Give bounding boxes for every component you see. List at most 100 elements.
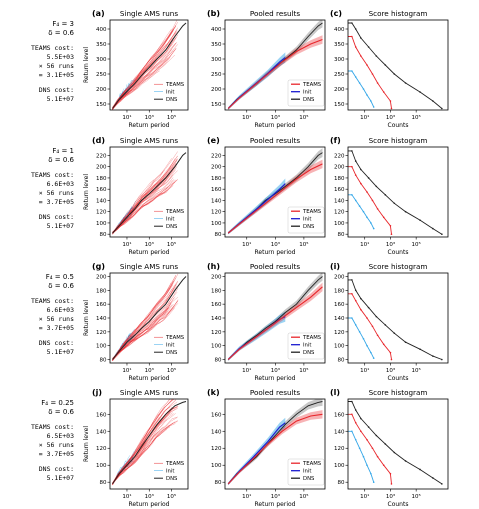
y-tick-label: 80: [338, 358, 345, 364]
init-hist-point: [370, 222, 372, 224]
init-hist-point: [354, 76, 357, 78]
init-hist-point: [372, 106, 375, 108]
y-tick-label: 180: [96, 176, 107, 182]
dns-hist-point: [360, 297, 362, 300]
x-tick-label: 10³: [386, 114, 395, 121]
y-tick-label: 350: [334, 42, 345, 48]
y-tick-label: 120: [96, 446, 107, 452]
cost-text: = 3.7E+05: [39, 324, 74, 332]
x-tick-label: 10³: [386, 241, 395, 248]
x-tick-label: 10⁵: [412, 114, 421, 121]
teams-hist-point: [351, 35, 353, 38]
dns-hist-point: [354, 28, 357, 30]
plot-area: [348, 150, 443, 235]
panel-letter: (g): [92, 262, 105, 271]
cost-text: 5.5E+03: [47, 53, 74, 61]
x-tick-label: 10³: [271, 114, 280, 121]
teams-line: [227, 38, 323, 109]
teams-hist-line: [348, 413, 392, 484]
teams-hist-point: [360, 55, 362, 57]
dns-hist-point: [367, 177, 370, 179]
cost-text: 5.1E+07: [47, 474, 74, 482]
x-tick-label: 10³: [271, 493, 280, 500]
teams-band: [228, 410, 323, 485]
teams-run-line: [112, 417, 178, 484]
x-tick-label: 10³: [271, 241, 280, 248]
legend-label: Init: [166, 343, 174, 349]
teams-hist-point: [371, 73, 374, 75]
teams-hist-point: [382, 343, 385, 346]
x-tick-label: 10¹: [360, 493, 369, 500]
plot-frame: [347, 272, 449, 364]
init-hist-point: [366, 94, 368, 96]
init-hist-point: [372, 227, 375, 230]
dns-hist-point: [351, 22, 353, 24]
panel-title: Score histogram: [369, 388, 428, 397]
dns-hist-point: [441, 107, 443, 110]
teams-run-line: [112, 27, 175, 109]
x-axis-label: Return period: [255, 501, 296, 508]
dns-hist-point: [375, 55, 378, 57]
cost-text: DNS cost:: [39, 213, 74, 221]
legend-label: TEAMS: [302, 82, 322, 88]
dns-hist-point: [351, 150, 353, 152]
teams-hist-point: [382, 91, 385, 93]
dns-line: [112, 276, 187, 360]
dns-hist-point: [393, 202, 396, 205]
cost-text: × 56 runs: [39, 62, 74, 70]
panel-letter: (h): [207, 262, 220, 271]
dns-hist-point: [419, 91, 421, 93]
legend-label: TEAMS: [302, 461, 322, 467]
legend-label: DNS: [303, 476, 315, 482]
legend-label: Init: [303, 469, 311, 475]
y-tick-label: 300: [211, 57, 222, 63]
dns-hist-line: [348, 401, 443, 485]
param-forcing: F₄ = 1: [52, 147, 74, 155]
x-axis-label: Counts: [388, 501, 409, 508]
y-tick-label: 350: [96, 42, 107, 48]
x-tick-label: 10¹: [122, 114, 131, 121]
y-tick-label: 200: [211, 165, 222, 171]
panel-letter: (b): [207, 9, 220, 18]
y-tick-label: 140: [96, 429, 107, 435]
y-tick-label: 160: [334, 187, 345, 193]
plot-area: [112, 20, 187, 110]
plot-area: [112, 399, 187, 486]
teams-run-line: [112, 170, 165, 233]
teams-run-line: [112, 179, 176, 233]
dns-band: [228, 399, 323, 485]
teams-hist-point: [376, 82, 379, 84]
teams-hist-point: [366, 438, 368, 441]
legend-label: DNS: [303, 97, 315, 103]
dns-hist-line: [348, 279, 443, 360]
dns-line: [112, 401, 187, 485]
legend-label: Init: [166, 90, 174, 96]
init-hist-point: [358, 331, 361, 333]
legend-label: Init: [303, 217, 311, 223]
init-hist-point: [354, 199, 357, 202]
cost-text: DNS cost:: [39, 86, 74, 94]
x-tick-label: 10¹: [242, 241, 251, 248]
panel-title: Pooled results: [250, 9, 300, 18]
init-hist-point: [351, 194, 353, 196]
dns-hist-point: [419, 219, 421, 221]
y-tick-label: 100: [96, 344, 107, 350]
panel-title: Single AMS runs: [120, 388, 178, 397]
dns-hist-point: [432, 355, 434, 357]
teams-hist-point: [376, 334, 379, 337]
plot-area: [112, 151, 187, 235]
teams-line: [227, 286, 323, 360]
init-hist-line: [348, 430, 375, 483]
y-tick-label: 140: [211, 429, 222, 435]
teams-hist-point: [390, 358, 393, 361]
legend-label: TEAMS: [165, 461, 185, 467]
init-hist-point: [370, 472, 372, 475]
cost-text: 6.6E+03: [47, 180, 74, 188]
legend-label: TEAMS: [165, 209, 185, 215]
x-axis-label: Return period: [255, 249, 296, 256]
teams-hist-point: [360, 430, 362, 433]
legend-label: Init: [303, 343, 311, 349]
x-tick-label: 10⁵: [167, 367, 176, 374]
init-hist-point: [372, 357, 375, 359]
dns-hist-point: [354, 409, 357, 411]
